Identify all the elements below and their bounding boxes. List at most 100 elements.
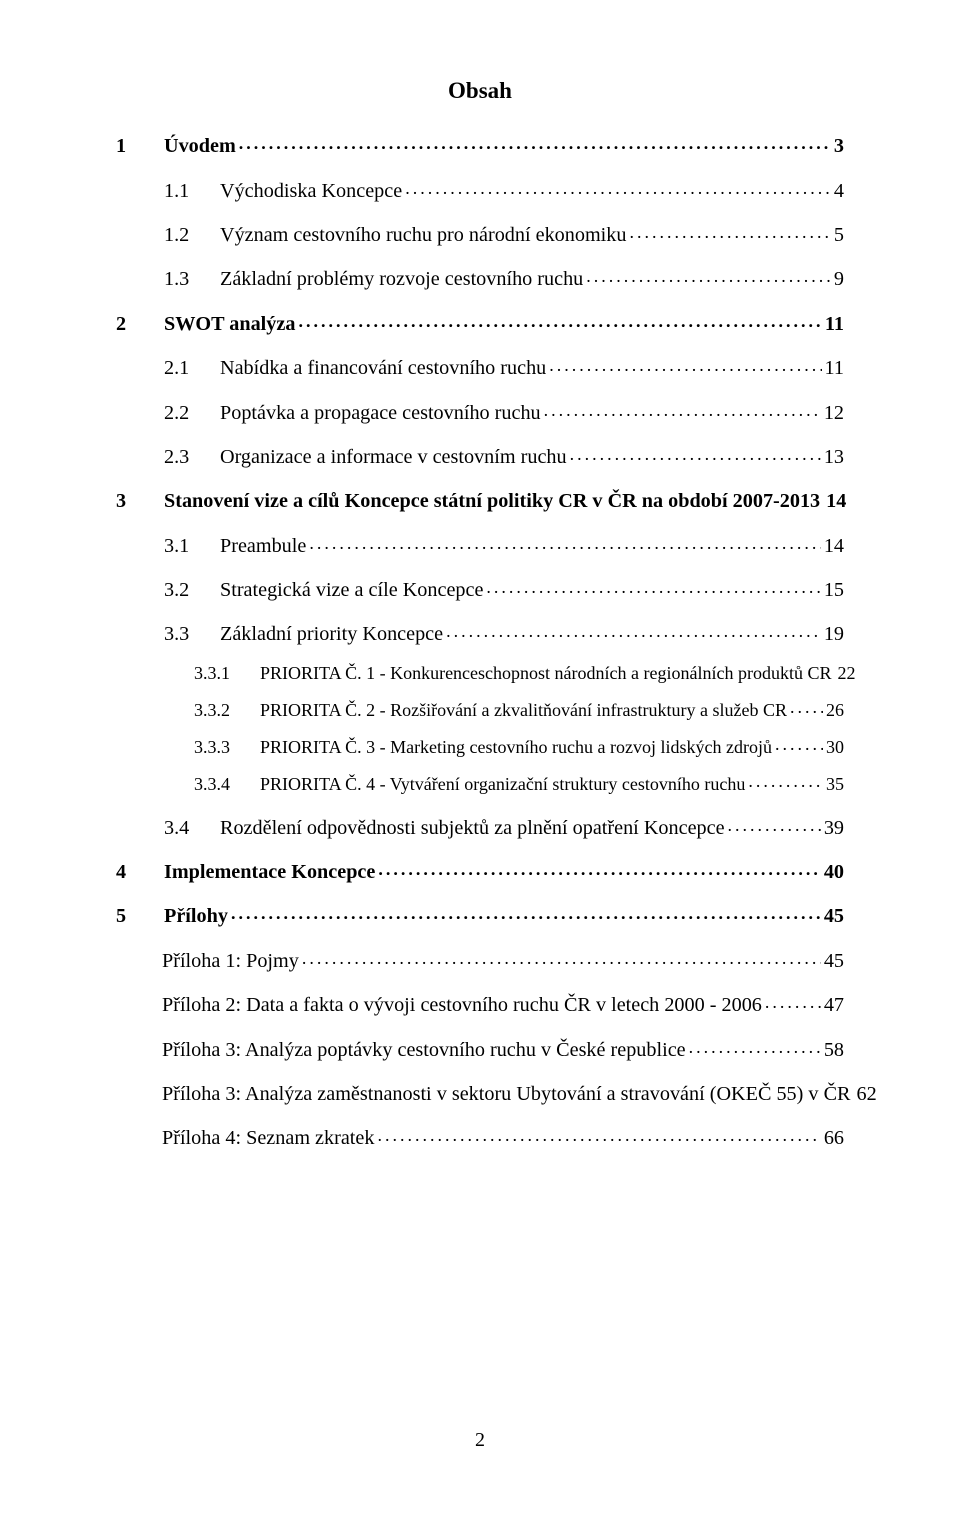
toc-entry-number: 3.3.3 [194, 738, 260, 756]
toc-entry: 3.4Rozdělení odpovědnosti subjektů za pl… [116, 813, 844, 837]
toc-entry-page: 19 [824, 624, 844, 644]
page: Obsah 1Úvodem31.1Východiska Koncepce41.2… [0, 0, 960, 1516]
toc-entry-page: 62 [857, 1084, 877, 1104]
toc-entry: 1Úvodem 3 [116, 132, 844, 156]
toc-entry-page: 26 [826, 701, 844, 719]
toc-entry: 3.3.4PRIORITA Č. 4 - Vytváření organizač… [116, 770, 844, 793]
toc-entry: 2.2Poptávka a propagace cestovního ruchu… [116, 398, 844, 422]
toc-entry-number: 1.2 [164, 225, 220, 245]
toc-entry-label: Stanovení vize a cílů Koncepce státní po… [164, 491, 820, 511]
toc-entry-label: Strategická vize a cíle Koncepce [220, 580, 483, 600]
toc-entry-label: PRIORITA Č. 3 - Marketing cestovního ruc… [260, 738, 772, 756]
toc-leader-dots [405, 176, 831, 196]
toc-entry-number: 5 [116, 906, 164, 926]
toc-entry: 1.1Východiska Koncepce 4 [116, 176, 844, 200]
toc-entry-page: 11 [825, 358, 844, 378]
toc-entry-label: Přílohy [164, 906, 228, 926]
toc-leader-dots [544, 398, 821, 418]
toc-entry: 5Přílohy 45 [116, 902, 844, 926]
toc-entry-number: 3 [116, 491, 164, 511]
toc-entry-number: 3.4 [164, 818, 220, 838]
toc-entry-page: 13 [824, 447, 844, 467]
toc-entry-number: 2.2 [164, 403, 220, 423]
toc-entry-label: Poptávka a propagace cestovního ruchu [220, 403, 541, 423]
toc-entry-label: PRIORITA Č. 1 - Konkurenceschopnost náro… [260, 664, 831, 682]
toc-entry-label: Organizace a informace v cestovním ruchu [220, 447, 567, 467]
toc-entry-number: 3.2 [164, 580, 220, 600]
toc-entry-label: Nabídka a financování cestovního ruchu [220, 358, 546, 378]
toc-entry-page: 22 [837, 664, 855, 682]
toc-entry-label: Rozdělení odpovědnosti subjektů za plněn… [220, 818, 725, 838]
toc-entry-number: 1 [116, 136, 164, 156]
toc-entry-number: 2.3 [164, 447, 220, 467]
toc-entry: 3.1Preambule14 [116, 532, 844, 556]
toc-entry-label: Východiska Koncepce [220, 181, 402, 201]
toc-leader-dots [486, 576, 820, 596]
toc-leader-dots [728, 813, 821, 833]
toc-entry-number: 4 [116, 862, 164, 882]
toc-leader-dots [586, 265, 831, 285]
toc-entry-number: 3.3.1 [194, 664, 260, 682]
toc-entry-label: PRIORITA Č. 4 - Vytváření organizační st… [260, 775, 745, 793]
toc-leader-dots [302, 947, 821, 967]
toc-entry-page: 14 [826, 491, 846, 511]
toc-entry: 2.3Organizace a informace v cestovním ru… [116, 443, 844, 467]
toc-entry-number: 3.3.2 [194, 701, 260, 719]
toc-leader-dots [231, 902, 821, 922]
toc-entry-page: 30 [826, 738, 844, 756]
toc-entry-number: 2 [116, 314, 164, 334]
toc-entry-label: SWOT analýza [164, 314, 295, 334]
toc-entry-page: 66 [824, 1128, 844, 1148]
toc-entry-page: 3 [834, 136, 844, 156]
toc-entry: 3.2Strategická vize a cíle Koncepce15 [116, 576, 844, 600]
toc-entry-page: 58 [824, 1040, 844, 1060]
toc-entry-page: 39 [824, 818, 844, 838]
toc-entry-number: 1.3 [164, 269, 220, 289]
toc-leader-dots [765, 991, 821, 1011]
toc-entry-label: Příloha 3: Analýza poptávky cestovního r… [162, 1040, 686, 1060]
toc-entry-page: 14 [824, 536, 844, 556]
toc-entry: 3.3.2PRIORITA Č. 2 - Rozšiřování a zkval… [116, 696, 844, 719]
toc-entry-number: 3.3 [164, 624, 220, 644]
toc-list: 1Úvodem 3 1.1Východiska Koncepce 4 1.2Význam… [116, 132, 844, 1149]
toc-entry: Příloha 3: Analýza zaměstnanosti v sekto… [116, 1080, 844, 1104]
toc-entry: 1.2Význam cestovního ruchu pro národní e… [116, 221, 844, 245]
toc-leader-dots [689, 1035, 821, 1055]
toc-leader-dots [790, 696, 823, 716]
toc-entry-label: Základní priority Koncepce [220, 624, 443, 644]
toc-entry-page: 45 [824, 951, 844, 971]
toc-entry-label: Příloha 1: Pojmy [162, 951, 299, 971]
toc-entry-number: 3.1 [164, 536, 220, 556]
toc-entry-label: Základní problémy rozvoje cestovního ruc… [220, 269, 583, 289]
toc-entry-label: PRIORITA Č. 2 - Rozšiřování a zkvalitňov… [260, 701, 787, 719]
toc-entry-label: Význam cestovního ruchu pro národní ekon… [220, 225, 626, 245]
toc-entry-number: 1.1 [164, 181, 220, 201]
toc-entry: 2.1Nabídka a financování cestovního ruch… [116, 354, 844, 378]
toc-entry: 3Stanovení vize a cílů Koncepce státní p… [116, 487, 844, 511]
toc-entry: Příloha 4: Seznam zkratek 66 [116, 1124, 844, 1148]
toc-entry: 3.3Základní priority Koncepce 19 [116, 620, 844, 644]
toc-leader-dots [748, 770, 823, 790]
toc-entry: 2SWOT analýza 11 [116, 310, 844, 334]
toc-leader-dots [570, 443, 821, 463]
toc-entry: Příloha 1: Pojmy 45 [116, 947, 844, 971]
toc-entry-page: 47 [824, 995, 844, 1015]
toc-entry-page: 12 [824, 403, 844, 423]
toc-entry: 1.3Základní problémy rozvoje cestovního … [116, 265, 844, 289]
toc-entry: 3.3.1PRIORITA Č. 1 - Konkurenceschopnost… [116, 659, 844, 682]
toc-entry-label: Úvodem [164, 136, 236, 156]
page-number: 2 [0, 1429, 960, 1452]
toc-entry-number: 2.1 [164, 358, 220, 378]
toc-entry: 3.3.3PRIORITA Č. 3 - Marketing cestovníh… [116, 733, 844, 756]
toc-entry-page: 45 [824, 906, 844, 926]
toc-entry-page: 35 [826, 775, 844, 793]
toc-entry-label: Příloha 4: Seznam zkratek [162, 1128, 374, 1148]
toc-leader-dots [549, 354, 821, 374]
toc-entry-page: 4 [834, 181, 844, 201]
toc-entry-page: 11 [825, 314, 844, 334]
toc-entry: 4Implementace Koncepce40 [116, 858, 844, 882]
toc-entry-page: 5 [834, 225, 844, 245]
toc-leader-dots [298, 310, 821, 330]
toc-leader-dots [378, 858, 820, 878]
toc-entry-label: Implementace Koncepce [164, 862, 375, 882]
